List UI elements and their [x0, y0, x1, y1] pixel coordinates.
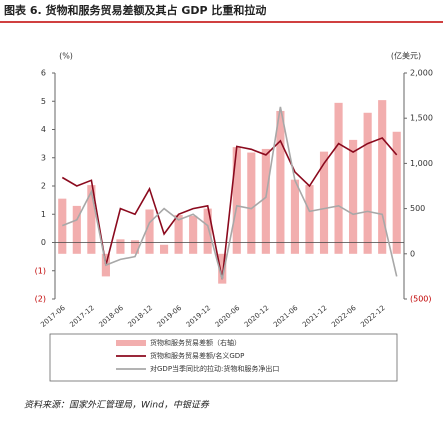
y-tick-label: 6 — [41, 69, 46, 78]
y2-tick-label: (500) — [410, 295, 432, 304]
y-tick-label: (2) — [35, 295, 46, 304]
bar — [87, 185, 96, 254]
x-tick-label: 2017-06 — [39, 304, 67, 329]
y-tick-label: 2 — [41, 182, 46, 191]
legend-swatch — [116, 340, 146, 346]
y2-tick-label: 0 — [410, 249, 415, 258]
x-tick-label: 2022-06 — [330, 304, 358, 329]
x-tick-label: 2020-06 — [214, 304, 242, 329]
bar — [145, 209, 154, 254]
bar — [290, 179, 300, 254]
x-tick-label: 2021-06 — [272, 304, 300, 329]
bar — [203, 208, 212, 254]
bar — [130, 240, 140, 254]
bar — [334, 102, 343, 254]
bar — [276, 110, 285, 254]
y-tick-label: 4 — [41, 125, 46, 134]
line — [61, 137, 398, 280]
bar — [232, 147, 241, 254]
x-tick-label: 2021-12 — [301, 304, 329, 329]
bar — [174, 214, 183, 254]
bar — [349, 139, 358, 254]
y-tick-label: 1 — [41, 210, 46, 219]
legend-label: 对GDP当季同比的拉动:货物和服务净出口 — [150, 364, 279, 373]
bar — [189, 215, 198, 254]
bar — [218, 253, 227, 284]
bar — [363, 112, 372, 254]
bar — [72, 205, 81, 254]
x-tick-label: 2019-06 — [156, 304, 184, 329]
legend-label: 货物和服务贸易差额（右轴） — [150, 338, 241, 347]
line — [62, 106, 398, 280]
x-tick-label: 2018-12 — [127, 304, 155, 329]
bar — [378, 100, 387, 254]
bar — [392, 131, 401, 254]
y2-axis-label: (亿美元) — [391, 51, 421, 61]
bar — [116, 239, 125, 254]
x-tick-label: 2020-12 — [243, 304, 271, 329]
x-tick-label: 2022-12 — [359, 304, 387, 329]
bar — [319, 151, 329, 254]
bar — [159, 244, 169, 254]
chart-title: 图表 6. 货物和服务贸易差额及其占 GDP 比重和拉动 — [4, 3, 266, 17]
bar — [247, 152, 256, 254]
y-tick-label: 0 — [41, 238, 46, 247]
y2-tick-label: 1,000 — [410, 159, 433, 168]
y-tick-label: 3 — [41, 153, 46, 162]
y2-tick-label: 2,000 — [410, 69, 433, 78]
y-tick-label: 5 — [41, 97, 46, 106]
y-tick-label: (1) — [35, 266, 46, 275]
bar — [261, 148, 270, 254]
bar — [305, 185, 314, 254]
legend-label: 货物和服务贸易差额/名义GDP — [150, 351, 244, 360]
source: 资料来源：国家外汇管理局，Wind，中银证券 — [24, 400, 210, 411]
y2-tick-label: 1,500 — [410, 114, 433, 123]
y2-tick-label: 500 — [410, 204, 425, 213]
x-tick-label: 2018-06 — [97, 304, 125, 329]
bar — [58, 198, 67, 254]
y-axis-label: (%) — [59, 52, 73, 61]
x-tick-label: 2019-12 — [185, 304, 213, 329]
legend-box — [49, 333, 398, 382]
x-tick-label: 2017-12 — [68, 304, 96, 329]
